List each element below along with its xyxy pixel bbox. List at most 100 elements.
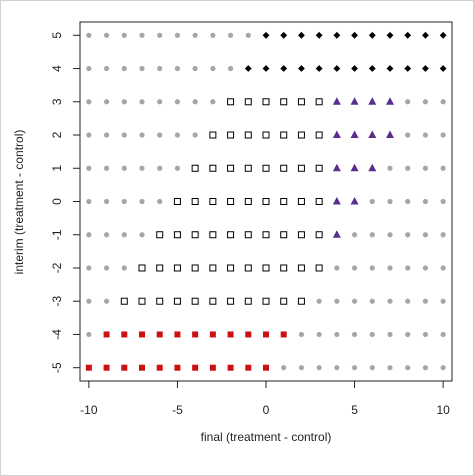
point	[209, 364, 216, 371]
point	[422, 99, 429, 105]
point	[351, 331, 358, 338]
y-tick-label: 0	[50, 198, 64, 205]
point	[121, 165, 127, 171]
point	[227, 65, 234, 72]
point	[368, 130, 377, 139]
y-tick-label: 2	[50, 131, 64, 138]
point	[227, 264, 235, 272]
point	[103, 165, 110, 171]
point	[297, 198, 305, 205]
point	[405, 265, 411, 271]
point	[315, 164, 323, 172]
point	[263, 331, 269, 338]
point	[298, 65, 305, 72]
point	[440, 132, 446, 138]
point	[297, 297, 305, 305]
point	[174, 99, 181, 105]
point	[157, 165, 163, 171]
x-tick-label: -5	[172, 403, 183, 417]
point	[369, 198, 375, 205]
point	[386, 31, 394, 39]
point	[386, 97, 394, 105]
y-axis-label: interim (treatment - control)	[12, 130, 26, 275]
point	[422, 65, 429, 72]
point	[192, 331, 199, 338]
x-tick-label: 0	[263, 403, 270, 417]
point	[315, 31, 323, 39]
point	[157, 99, 163, 105]
point	[422, 331, 429, 338]
point	[173, 264, 181, 272]
point	[368, 31, 376, 39]
point	[280, 31, 288, 39]
point	[209, 331, 216, 338]
point	[121, 364, 128, 371]
point	[103, 364, 110, 371]
point	[280, 98, 288, 106]
point	[262, 198, 270, 205]
point	[350, 197, 359, 205]
point	[209, 231, 217, 239]
point	[156, 297, 164, 305]
point	[121, 232, 127, 238]
point	[439, 65, 447, 72]
point	[139, 65, 145, 72]
point	[368, 163, 377, 172]
point	[157, 32, 163, 38]
point	[405, 165, 411, 171]
point	[103, 232, 110, 238]
point	[192, 32, 198, 38]
point	[280, 65, 288, 72]
point	[368, 65, 376, 72]
point	[369, 298, 375, 304]
point	[103, 99, 110, 105]
point	[86, 298, 92, 304]
point	[245, 32, 251, 38]
point	[422, 132, 429, 138]
point	[244, 164, 252, 172]
point	[280, 131, 288, 139]
point	[120, 297, 128, 305]
point	[86, 232, 92, 238]
point	[280, 164, 288, 172]
point	[386, 65, 394, 72]
point	[332, 97, 341, 105]
point	[439, 31, 447, 39]
point	[280, 264, 288, 272]
point	[86, 331, 92, 338]
point	[369, 265, 375, 271]
point	[139, 165, 145, 171]
point	[334, 265, 340, 271]
point	[210, 32, 216, 38]
point	[192, 99, 198, 105]
point	[405, 365, 411, 371]
point	[103, 331, 110, 338]
point	[192, 132, 198, 138]
point	[209, 297, 217, 305]
x-tick-label: -10	[80, 403, 98, 417]
y-tick-label: 4	[50, 65, 64, 72]
point	[139, 32, 145, 38]
point	[121, 198, 127, 205]
point	[351, 265, 358, 271]
point	[227, 331, 234, 338]
point	[387, 265, 393, 271]
point	[369, 331, 375, 338]
point	[280, 231, 288, 239]
point	[404, 31, 412, 39]
point	[86, 132, 92, 138]
point	[351, 232, 358, 238]
y-tick-label: 1	[50, 165, 64, 172]
point	[174, 132, 181, 138]
point	[86, 165, 92, 171]
point	[298, 331, 305, 338]
point	[138, 264, 146, 272]
point	[262, 31, 270, 39]
point	[209, 198, 217, 205]
point	[334, 331, 340, 338]
point	[174, 331, 181, 338]
point	[422, 298, 429, 304]
point	[121, 65, 127, 72]
